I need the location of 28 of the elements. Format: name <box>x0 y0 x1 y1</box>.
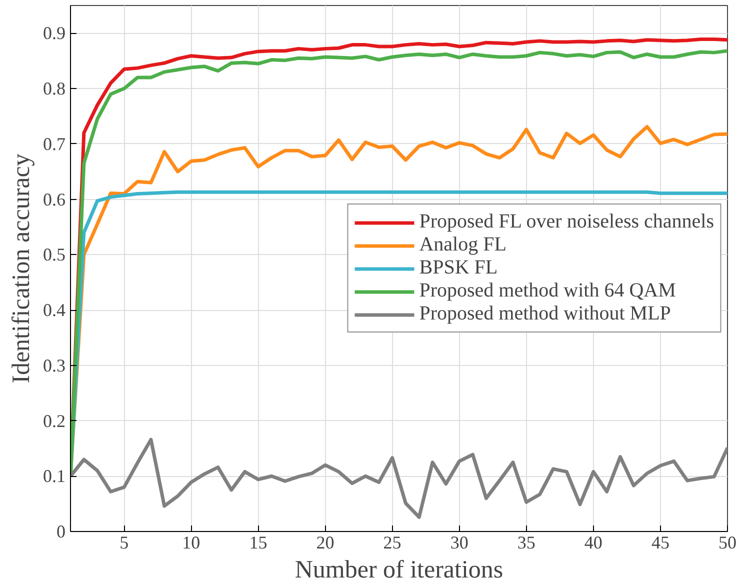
y-tick-label: 0.8 <box>43 78 66 99</box>
y-tick-label: 0.2 <box>43 410 66 431</box>
x-tick-label: 45 <box>651 532 670 552</box>
x-axis-title: Number of iterations <box>294 556 504 584</box>
x-tick-label: 15 <box>249 532 268 552</box>
y-tick-label: 0.7 <box>43 134 66 154</box>
line-series <box>70 438 728 519</box>
x-tick-label: 35 <box>517 532 536 552</box>
y-tick-label: 0.4 <box>43 300 66 320</box>
legend-label: Proposed FL over noiseless channels <box>419 210 714 234</box>
y-tick-label: 0.6 <box>43 189 66 210</box>
x-tick-label: 25 <box>383 532 402 552</box>
y-tick-label: 0.3 <box>43 355 66 376</box>
x-tick-label: 40 <box>584 532 602 552</box>
legend-label: BPSK FL <box>419 256 498 280</box>
x-tick-label: 5 <box>120 532 129 552</box>
x-tick-label: 30 <box>450 532 468 552</box>
x-tick-label: 10 <box>182 532 200 552</box>
y-tick-label: 0.5 <box>43 244 66 265</box>
y-tick-label: 0.9 <box>43 23 66 44</box>
y-axis-title: Identification accuracy <box>8 153 35 384</box>
y-tick-label: 0.1 <box>43 466 66 486</box>
y-tick-label: 0 <box>56 522 66 542</box>
legend-label: Proposed method with 64 QAM <box>419 280 676 302</box>
x-tick-label: 50 <box>718 532 736 552</box>
x-tick-label: 20 <box>316 532 334 552</box>
legend-label: Analog FL <box>419 234 506 256</box>
legend-label: Proposed method without MLP <box>419 302 671 326</box>
